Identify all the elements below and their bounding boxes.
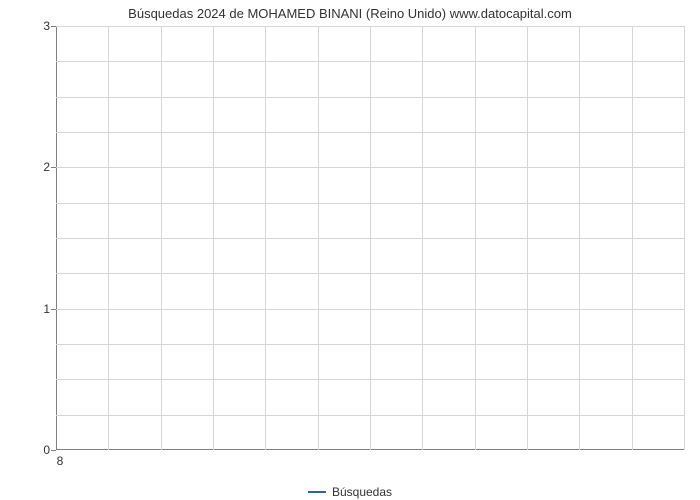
gridline-vertical [108,26,109,450]
gridline-vertical [684,26,685,450]
y-tick-label: 2 [26,160,50,174]
y-tick-label: 3 [26,19,50,33]
legend-item: Búsquedas [308,485,392,499]
chart-title: Búsquedas 2024 de MOHAMED BINANI (Reino … [0,6,700,21]
line-chart: Búsquedas 2024 de MOHAMED BINANI (Reino … [0,0,700,500]
gridline-vertical [475,26,476,450]
legend: Búsquedas [0,480,700,499]
y-tick-label: 1 [26,302,50,316]
y-tick-mark [51,26,56,27]
x-tick-label: 8 [57,454,64,468]
gridline-vertical [265,26,266,450]
y-tick-mark [51,167,56,168]
gridline-vertical [318,26,319,450]
y-tick-mark [51,450,56,451]
gridline-vertical [579,26,580,450]
y-tick-label: 0 [26,443,50,457]
gridline-vertical [527,26,528,450]
y-tick-mark [51,309,56,310]
plot-area [56,26,684,450]
legend-swatch [308,491,326,494]
gridline-vertical [213,26,214,450]
legend-label: Búsquedas [332,485,392,499]
gridline-vertical [422,26,423,450]
gridline-vertical [370,26,371,450]
gridline-vertical [161,26,162,450]
gridline-vertical [632,26,633,450]
